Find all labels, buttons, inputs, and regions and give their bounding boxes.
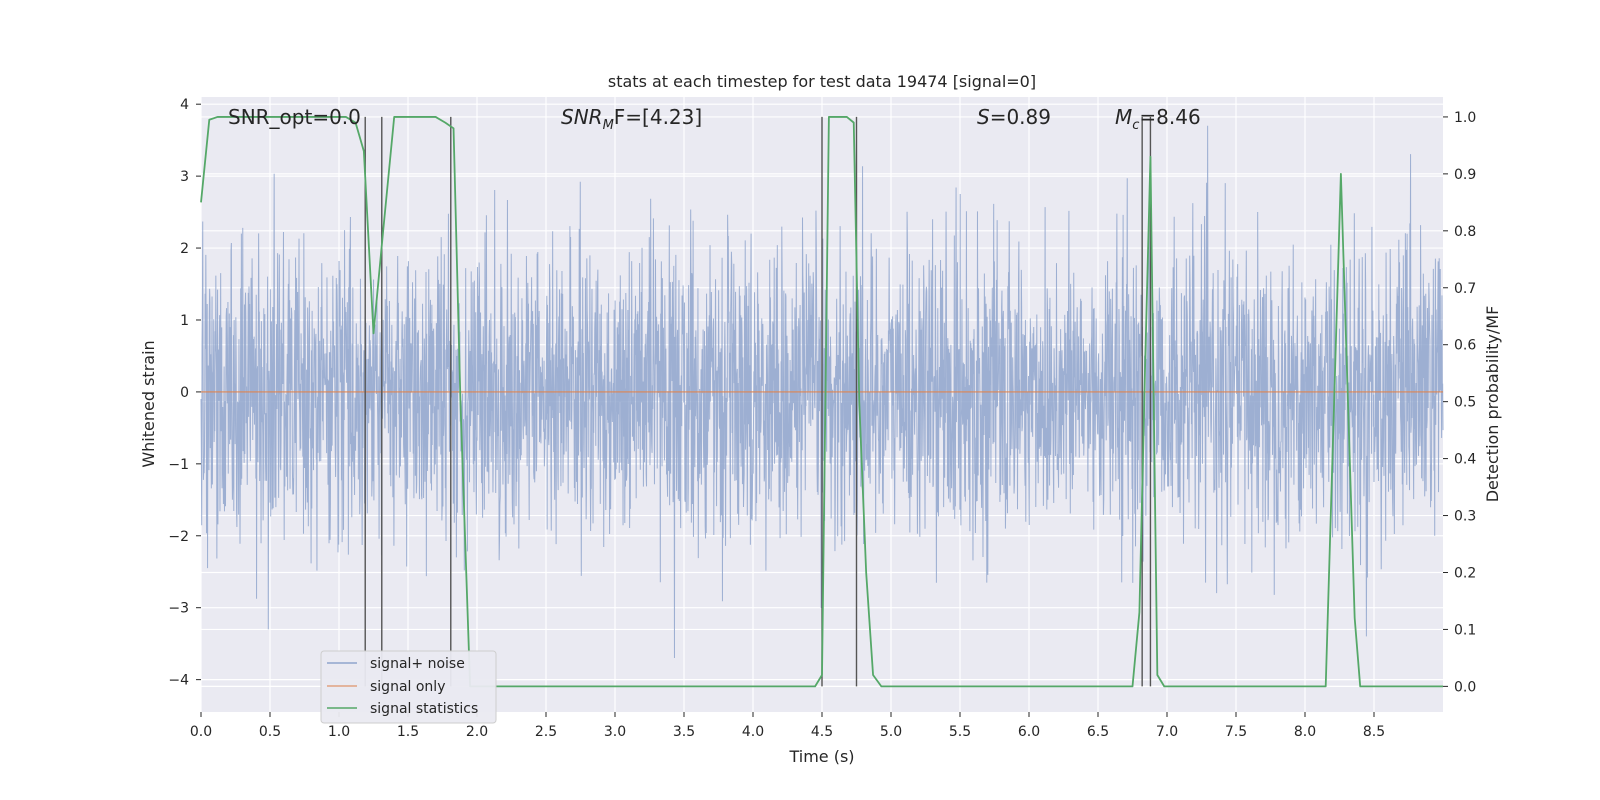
x-tick-label-14: 7.0 (1156, 724, 1178, 740)
y-tick-label-1: 3 (180, 169, 189, 185)
x-tick-label-7: 3.5 (673, 724, 695, 740)
x-tick-label-3: 1.5 (397, 724, 419, 740)
x-tick-label-9: 4.5 (811, 724, 833, 740)
annotation-mc-main: M (1115, 105, 1132, 129)
x-tick-label-13: 6.5 (1087, 724, 1109, 740)
y2-tick-label-4: 0.6 (1454, 338, 1476, 354)
y-tick-label-2: 2 (180, 241, 189, 257)
y2-tick-label-6: 0.4 (1454, 452, 1476, 468)
y2-tick-label-0: 1.0 (1454, 110, 1476, 126)
x-tick-label-10: 5.0 (880, 724, 902, 740)
y2-tick-label-10: 0.0 (1454, 679, 1476, 695)
x-tick-label-11: 5.5 (949, 724, 971, 740)
x-tick-label-5: 2.5 (535, 724, 557, 740)
legend: signal+ noise signal only signal statist… (320, 650, 497, 724)
y-tick-label-6: −2 (168, 529, 189, 545)
x-tick-label-17: 8.5 (1363, 724, 1385, 740)
x-tick-label-4: 2.0 (466, 724, 488, 740)
annotation-s-rest: =0.89 (990, 105, 1051, 129)
y-tick-label-7: −3 (168, 601, 189, 617)
y2-tick-label-8: 0.2 (1454, 565, 1476, 581)
annotation-s: S=0.89 (977, 105, 1051, 129)
y-tick-label-8: −4 (168, 673, 189, 689)
y2-tick-label-7: 0.3 (1454, 509, 1476, 525)
y-tick-label-4: 0 (180, 385, 189, 401)
x-axis-label: Time (s) (788, 747, 854, 766)
y2-axis-label: Detection probability/MF (1483, 306, 1502, 503)
y-ticks: 4 3 2 1 0 −1 −2 −3 −4 (168, 97, 201, 689)
vertical-markers (364, 116, 1152, 687)
stats-line (200, 116, 1443, 688)
annotation-mc: Mc=8.46 (1115, 105, 1201, 133)
x-tick-label-1: 0.5 (259, 724, 281, 740)
y2-tick-label-9: 0.1 (1454, 622, 1476, 638)
y-tick-label-3: 1 (180, 313, 189, 329)
x-tick-label-8: 4.0 (742, 724, 764, 740)
y2-tick-label-3: 0.7 (1454, 281, 1476, 297)
x-ticks: 0.0 0.5 1.0 1.5 2.0 2.5 3.0 3.5 4.0 4.5 5.0 5.5 6.0 6… (190, 712, 1385, 740)
x-tick-label-16: 8.0 (1294, 724, 1316, 740)
series-signal-statistics (200, 116, 1443, 688)
annotation-mc-rest: =8.46 (1139, 105, 1200, 129)
y-axis-label: Whitened strain (139, 340, 158, 467)
legend-label-signal-statistics: signal statistics (370, 701, 478, 717)
legend-box (320, 650, 497, 724)
annotation-snr-mf: SNRMF=[4.23] (561, 105, 702, 133)
y2-tick-label-1: 0.9 (1454, 167, 1476, 183)
annotation-mc-sub: c (1132, 118, 1139, 133)
legend-label-signal-noise: signal+ noise (370, 656, 465, 672)
y-tick-label-0: 4 (180, 97, 189, 113)
annotation-snr-mf-rest: F=[4.23] (614, 105, 702, 129)
x-tick-label-15: 7.5 (1225, 724, 1247, 740)
x-tick-label-2: 1.0 (328, 724, 350, 740)
legend-label-signal-only: signal only (370, 679, 445, 695)
annotation-snr-mf-main: SNR (561, 105, 603, 129)
chart-title: stats at each timestep for test data 194… (608, 72, 1036, 91)
x-tick-label-6: 3.0 (604, 724, 626, 740)
x-tick-label-12: 6.0 (1018, 724, 1040, 740)
y2-tick-label-5: 0.5 (1454, 395, 1476, 411)
annotation-s-main: S (977, 105, 990, 129)
annotation-snr-mf-sub: M (603, 118, 614, 133)
y-tick-label-5: −1 (168, 457, 189, 473)
y2-tick-label-2: 0.8 (1454, 224, 1476, 240)
y2-ticks: 1.0 0.9 0.8 0.7 0.6 0.5 0.4 0.3 0.2 0.1 0.0 (1443, 110, 1476, 695)
annotation-snr-opt: SNR_opt=0.0 (228, 105, 361, 129)
x-tick-label-0: 0.0 (190, 724, 212, 740)
